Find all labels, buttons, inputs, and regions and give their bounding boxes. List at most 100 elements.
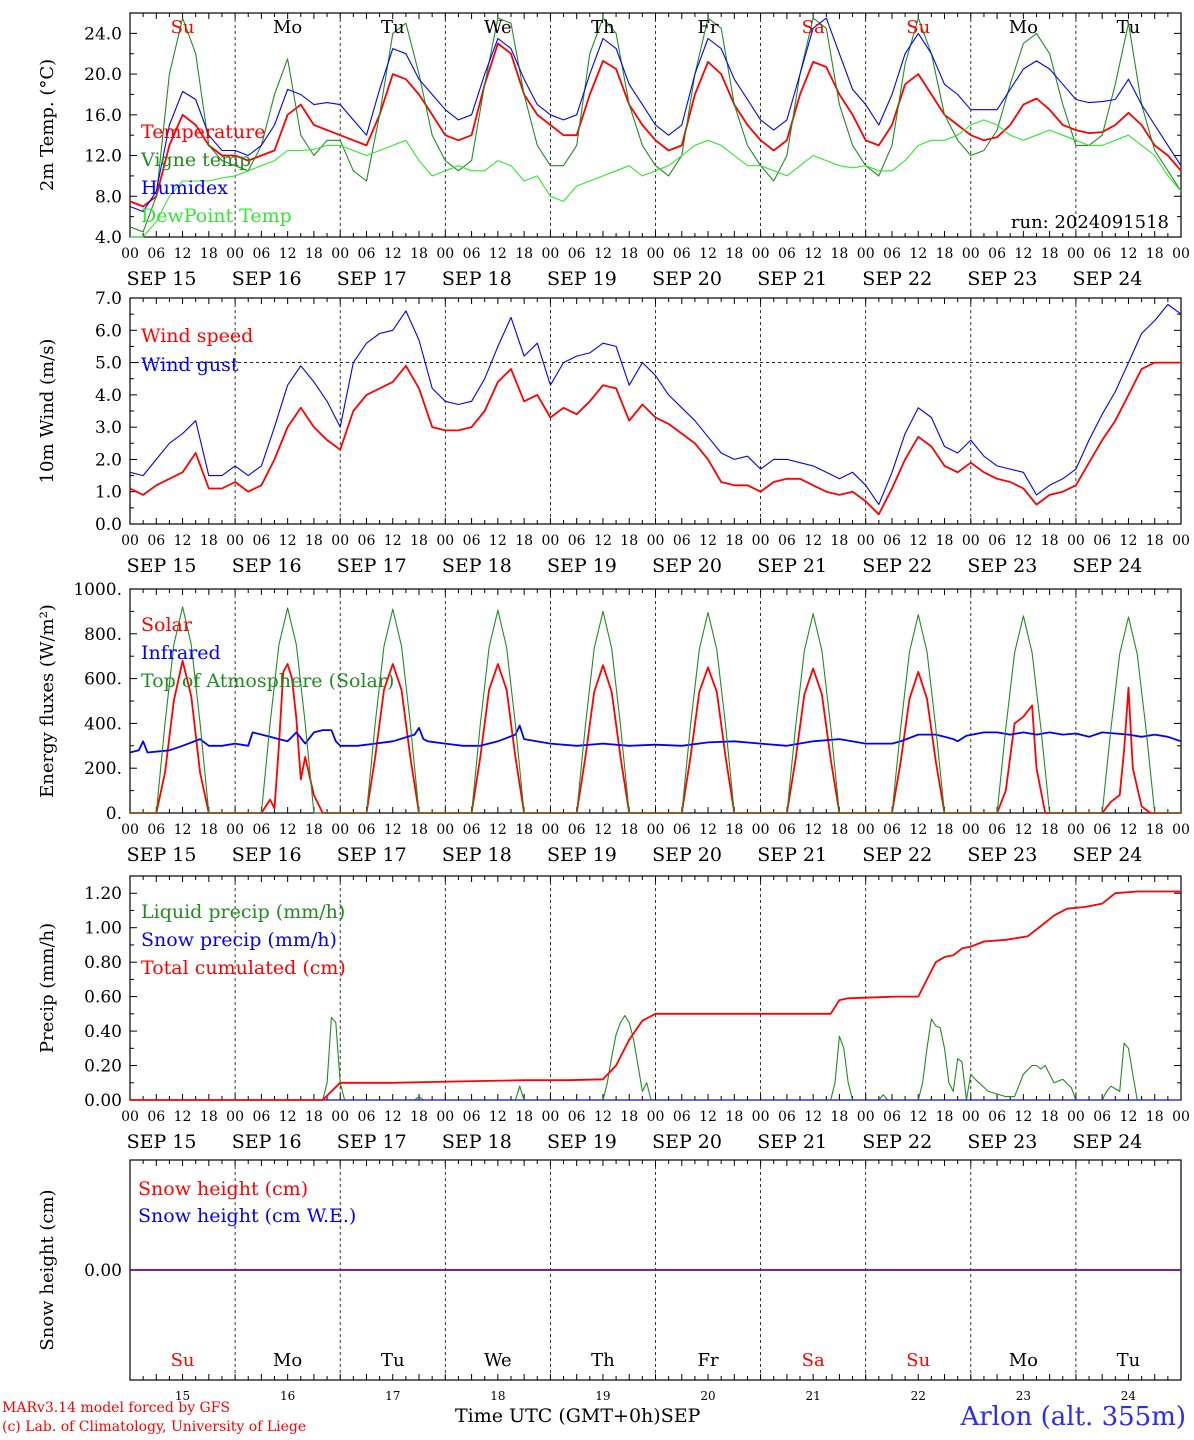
day-number-label: 15	[175, 1389, 190, 1403]
day-of-week-label: Sa	[802, 17, 825, 38]
x-hour-label: 18	[305, 1109, 323, 1125]
day-of-week-label: Tu	[1117, 17, 1141, 38]
x-hour-label: 12	[699, 1109, 717, 1125]
x-date-label: SEP 18	[442, 268, 512, 290]
x-hour-label: 06	[883, 533, 901, 549]
y-tick-label: 0.00	[84, 1261, 122, 1281]
y-tick-label: 24.0	[84, 24, 122, 44]
x-hour-label: 06	[673, 822, 691, 838]
x-hour-label: 12	[384, 822, 402, 838]
day-number-label: 24	[1121, 1389, 1137, 1403]
panel-2	[129, 297, 1182, 525]
x-date-label: SEP 18	[442, 1131, 512, 1153]
day-number-label: 18	[490, 1389, 505, 1403]
x-hour-label: 06	[988, 533, 1006, 549]
x-date-label: SEP 17	[337, 555, 407, 577]
legend-entry: Wind speed	[141, 325, 253, 347]
x-date-label: SEP 22	[862, 555, 932, 577]
x-hour-label: 12	[384, 533, 402, 549]
y-axis-label: Precip (mm/h)	[37, 923, 58, 1053]
y-tick-label: 4.0	[95, 386, 122, 406]
x-hour-label: 06	[252, 1109, 270, 1125]
x-hour-label: 00	[121, 246, 139, 262]
x-hour-label: 12	[1014, 822, 1032, 838]
x-hour-label: 18	[515, 822, 533, 838]
y-tick-label: 0.	[106, 804, 122, 824]
day-of-week-label: Th	[591, 17, 615, 38]
x-hour-label: 00	[331, 533, 349, 549]
x-hour-label: 18	[936, 246, 954, 262]
day-number-label: 22	[911, 1389, 926, 1403]
series-line	[130, 119, 1182, 238]
x-hour-label: 12	[489, 1109, 507, 1125]
x-date-label: SEP 23	[967, 1131, 1037, 1153]
x-hour-label: 06	[1093, 533, 1111, 549]
x-date-label: SEP 21	[757, 555, 827, 577]
x-date-label: SEP 19	[547, 555, 617, 577]
x-hour-label: 00	[962, 533, 980, 549]
x-hour-label: 00	[436, 1109, 454, 1125]
series-line	[129, 17, 1182, 233]
x-hour-label: 06	[252, 822, 270, 838]
x-hour-label: 00	[331, 1109, 349, 1125]
x-hour-label: 12	[384, 1109, 402, 1125]
x-hour-label: 12	[489, 533, 507, 549]
x-hour-label: 06	[147, 533, 165, 549]
x-hour-label: 18	[410, 533, 428, 549]
legend-entry: Snow precip (mm/h)	[141, 929, 337, 951]
x-hour-label: 18	[620, 533, 638, 549]
legend-entry: Vigne temp	[140, 149, 251, 171]
x-hour-label: 12	[174, 246, 192, 262]
x-hour-label: 06	[988, 1109, 1006, 1125]
x-hour-label: 00	[436, 533, 454, 549]
x-hour-label: 12	[174, 822, 192, 838]
x-hour-label: 18	[410, 1109, 428, 1125]
x-hour-label: 06	[778, 246, 796, 262]
x-date-label: SEP 22	[862, 844, 932, 866]
x-hour-label: 12	[699, 246, 717, 262]
legend-entry: Snow height (cm W.E.)	[138, 1205, 356, 1227]
x-hour-label: 18	[725, 246, 743, 262]
legend-entry: Wind gust	[141, 354, 239, 376]
x-date-label: SEP 16	[232, 844, 302, 866]
panel-4	[129, 875, 1182, 1101]
x-hour-label: 18	[620, 1109, 638, 1125]
x-hour-label: 06	[1093, 246, 1111, 262]
legend-entry: DewPoint Temp	[141, 205, 292, 227]
day-of-week-label: We	[484, 1350, 512, 1371]
x-hour-label: 18	[725, 822, 743, 838]
x-date-label: SEP 15	[127, 555, 197, 577]
x-hour-label: 06	[778, 822, 796, 838]
y-tick-label: 1.20	[84, 884, 122, 904]
x-hour-label: 00	[226, 533, 244, 549]
day-number-label: 17	[385, 1389, 400, 1403]
x-hour-label: 18	[831, 533, 849, 549]
x-hour-label: 06	[252, 246, 270, 262]
x-hour-label: 00	[541, 246, 559, 262]
y-tick-label: 0.60	[84, 988, 122, 1008]
x-hour-label: 06	[463, 533, 481, 549]
month-label: SEP	[660, 1405, 701, 1427]
series-line	[129, 17, 1182, 213]
x-hour-label: 06	[778, 1109, 796, 1125]
x-hour-label: 12	[1014, 246, 1032, 262]
x-hour-label: 18	[936, 1109, 954, 1125]
day-of-week-label: Th	[591, 1350, 615, 1371]
series-line	[129, 724, 1182, 754]
legend-entry: Snow height (cm)	[138, 1178, 308, 1200]
x-date-label: SEP 16	[232, 1131, 302, 1153]
x-date-label: SEP 23	[967, 844, 1037, 866]
x-hour-label: 12	[594, 533, 612, 549]
y-tick-label: 7.0	[95, 289, 122, 309]
y-tick-label: 0.40	[84, 1022, 122, 1042]
legend-entry: Infrared	[141, 642, 221, 664]
x-hour-label: 00	[1067, 246, 1085, 262]
x-hour-label: 12	[804, 1109, 822, 1125]
x-date-label: SEP 24	[1073, 1131, 1143, 1153]
run-label: run: 2024091518	[1011, 212, 1169, 233]
x-date-label: SEP 19	[547, 1131, 617, 1153]
x-hour-label: 18	[410, 822, 428, 838]
x-hour-label: 00	[752, 1109, 770, 1125]
x-hour-label: 12	[174, 1109, 192, 1125]
x-hour-label: 12	[1120, 822, 1138, 838]
